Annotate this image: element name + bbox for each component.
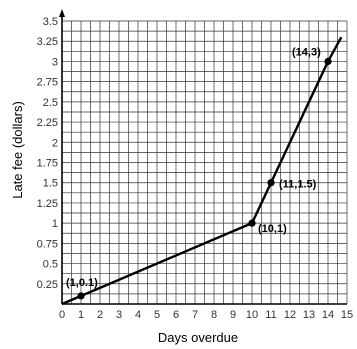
y-tick-label: 0.75 xyxy=(37,238,58,250)
x-tick-label: 2 xyxy=(97,309,103,321)
data-point-label: (10,1) xyxy=(258,223,287,235)
data-point-label: (1,0.1) xyxy=(66,277,98,289)
data-points: (1,0.1) (10,1) (11,1.5) (14,3) xyxy=(66,46,332,300)
y-axis-label: Late fee (dollars) xyxy=(10,101,25,199)
data-point xyxy=(267,179,275,187)
x-tick-label: 1 xyxy=(78,309,84,321)
grid xyxy=(61,20,348,305)
y-tick-label: 2.25 xyxy=(37,117,58,129)
x-tick-label: 10 xyxy=(246,309,258,321)
x-tick-label: 15 xyxy=(341,309,353,321)
x-tick-label: 7 xyxy=(192,309,198,321)
x-tick-label: 13 xyxy=(303,309,315,321)
y-tick-label: 1 xyxy=(52,218,58,230)
y-tick-label: 3.5 xyxy=(43,16,58,28)
x-tick-labels: 0 1 2 3 4 5 6 7 8 9 10 11 12 13 14 15 xyxy=(59,309,353,321)
y-tick-label: 2.5 xyxy=(43,97,58,109)
y-tick-label: 1.75 xyxy=(37,158,58,170)
x-tick-label: 0 xyxy=(59,309,65,321)
x-tick-label: 6 xyxy=(173,309,179,321)
data-point xyxy=(248,219,256,227)
data-point xyxy=(324,57,332,66)
x-tick-label: 8 xyxy=(211,309,217,321)
x-tick-label: 12 xyxy=(284,309,296,321)
y-tick-label: 3.25 xyxy=(37,36,58,48)
data-point-label: (14,3) xyxy=(292,46,321,58)
x-tick-label: 14 xyxy=(322,309,334,321)
x-tick-label: 9 xyxy=(230,309,236,321)
y-tick-label: 0.25 xyxy=(37,279,58,291)
x-tick-label: 4 xyxy=(135,309,141,321)
x-tick-label: 5 xyxy=(154,309,160,321)
y-tick-label: 3 xyxy=(52,56,58,68)
axes xyxy=(59,9,347,305)
y-tick-labels: 0.25 0.5 0.75 1 1.25 1.5 1.75 2 2.25 2.5 2.75 3 3.25… xyxy=(37,16,58,291)
data-point xyxy=(77,292,85,300)
y-tick-label: 1.5 xyxy=(43,178,58,190)
data-point-label: (11,1.5) xyxy=(279,179,317,191)
x-tick-label: 11 xyxy=(265,309,276,321)
y-axis-arrow xyxy=(59,9,65,17)
y-tick-label: 0.5 xyxy=(43,259,58,271)
x-tick-label: 3 xyxy=(116,309,122,321)
y-tick-label: 2.75 xyxy=(37,77,58,89)
x-axis-label: Days overdue xyxy=(158,330,238,345)
y-tick-label: 2 xyxy=(52,137,58,149)
y-tick-label: 1.25 xyxy=(37,198,58,210)
